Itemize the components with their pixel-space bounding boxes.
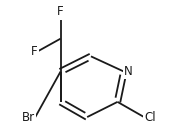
Text: N: N xyxy=(124,65,133,78)
Text: Cl: Cl xyxy=(144,111,156,124)
Text: F: F xyxy=(57,5,64,18)
Text: Br: Br xyxy=(22,111,35,124)
Text: F: F xyxy=(31,45,38,58)
